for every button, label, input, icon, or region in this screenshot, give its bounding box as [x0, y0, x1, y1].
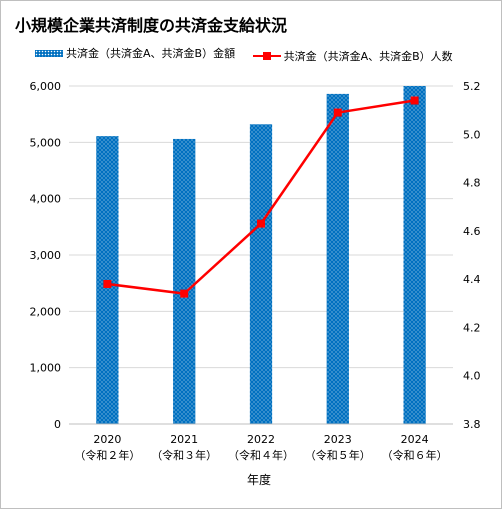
legend: 共済金（共済金A、共済金B）金額 共済金（共済金A、共済金B）人数 — [35, 45, 467, 64]
y2-axis-tick-label: 4.2 — [463, 321, 481, 334]
y2-axis-tick-label: 5.0 — [463, 128, 481, 141]
x-axis-tick-label: 2023 — [324, 433, 352, 446]
y2-axis-tick-label: 5.2 — [463, 80, 481, 93]
legend-label-amount: 共済金（共済金A、共済金B）金額 — [66, 47, 236, 60]
x-axis-tick-label: 2021 — [170, 433, 198, 446]
y2-axis-tick-label: 3.8 — [463, 418, 481, 431]
x-axis-title: 年度 — [247, 472, 271, 487]
line-marker — [257, 219, 265, 228]
x-axis-tick-sublabel: （令和６年） — [382, 448, 448, 462]
bar — [403, 86, 426, 424]
legend-bar-swatch — [35, 49, 63, 57]
x-axis-tick-label: 2022 — [247, 433, 275, 446]
y-axis-tick-label: 0 — [54, 418, 61, 431]
line-marker — [410, 96, 419, 105]
line-marker — [103, 279, 112, 288]
bar — [326, 93, 349, 425]
y-axis-tick-label: 5,000 — [30, 136, 62, 149]
legend-item-count: 共済金（共済金A、共済金B）人数 — [252, 48, 453, 64]
axes: 0 1,000 2,000 3,000 4,000 5,000 6,000 3.8 4.0 4.2… — [30, 80, 481, 462]
legend-item-amount: 共済金（共済金A、共済金B）金額 — [35, 45, 235, 61]
x-axis-tick-label: 2024 — [401, 433, 429, 446]
x-axis-tick-sublabel: （令和５年） — [305, 448, 371, 462]
y2-axis-tick-label: 4.6 — [463, 225, 481, 238]
line-marker — [180, 289, 189, 298]
line-series — [103, 96, 419, 298]
x-axis-tick-label: 2020 — [93, 433, 121, 446]
x-axis-tick-sublabel: （令和４年） — [228, 448, 294, 462]
y2-axis-tick-label: 4.0 — [463, 370, 481, 383]
y2-axis-tick-label: 4.4 — [463, 273, 481, 286]
x-axis-tick-sublabel: （令和２年） — [74, 448, 140, 462]
bar — [249, 124, 273, 424]
y-axis-tick-label: 3,000 — [30, 249, 62, 262]
y-axis-tick-label: 1,000 — [30, 362, 62, 375]
bar — [173, 138, 196, 424]
y-axis-tick-label: 4,000 — [30, 193, 62, 206]
legend-label-count: 共済金（共済金A、共済金B）人数 — [283, 49, 453, 63]
chart-title: 小規模企業共済制度の共済金支給状況 — [15, 16, 288, 35]
x-axis-tick-sublabel: （令和３年） — [151, 448, 217, 462]
legend-line-swatch — [252, 51, 281, 60]
y-axis-tick-label: 2,000 — [30, 305, 62, 318]
y2-axis-tick-label: 4.8 — [463, 177, 481, 190]
y-axis-tick-label: 6,000 — [30, 80, 62, 93]
line-marker — [333, 108, 342, 117]
